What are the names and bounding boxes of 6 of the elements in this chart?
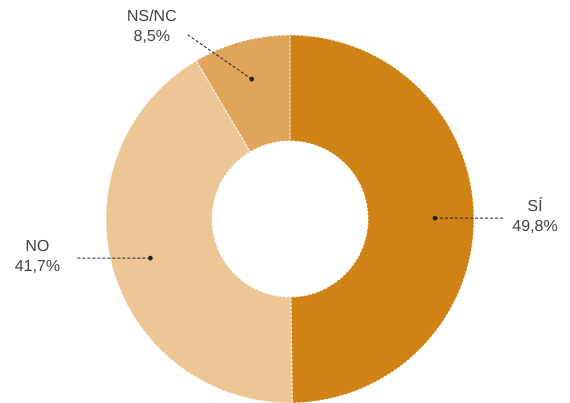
slice-label: SÍ — [527, 197, 544, 216]
data-label: 41,7% — [14, 258, 60, 276]
slice-label: NO — [25, 238, 50, 256]
slice-label: NS/NC — [126, 8, 177, 26]
data-label: 49,8% — [512, 218, 558, 236]
data-label: 8,5% — [134, 28, 170, 46]
